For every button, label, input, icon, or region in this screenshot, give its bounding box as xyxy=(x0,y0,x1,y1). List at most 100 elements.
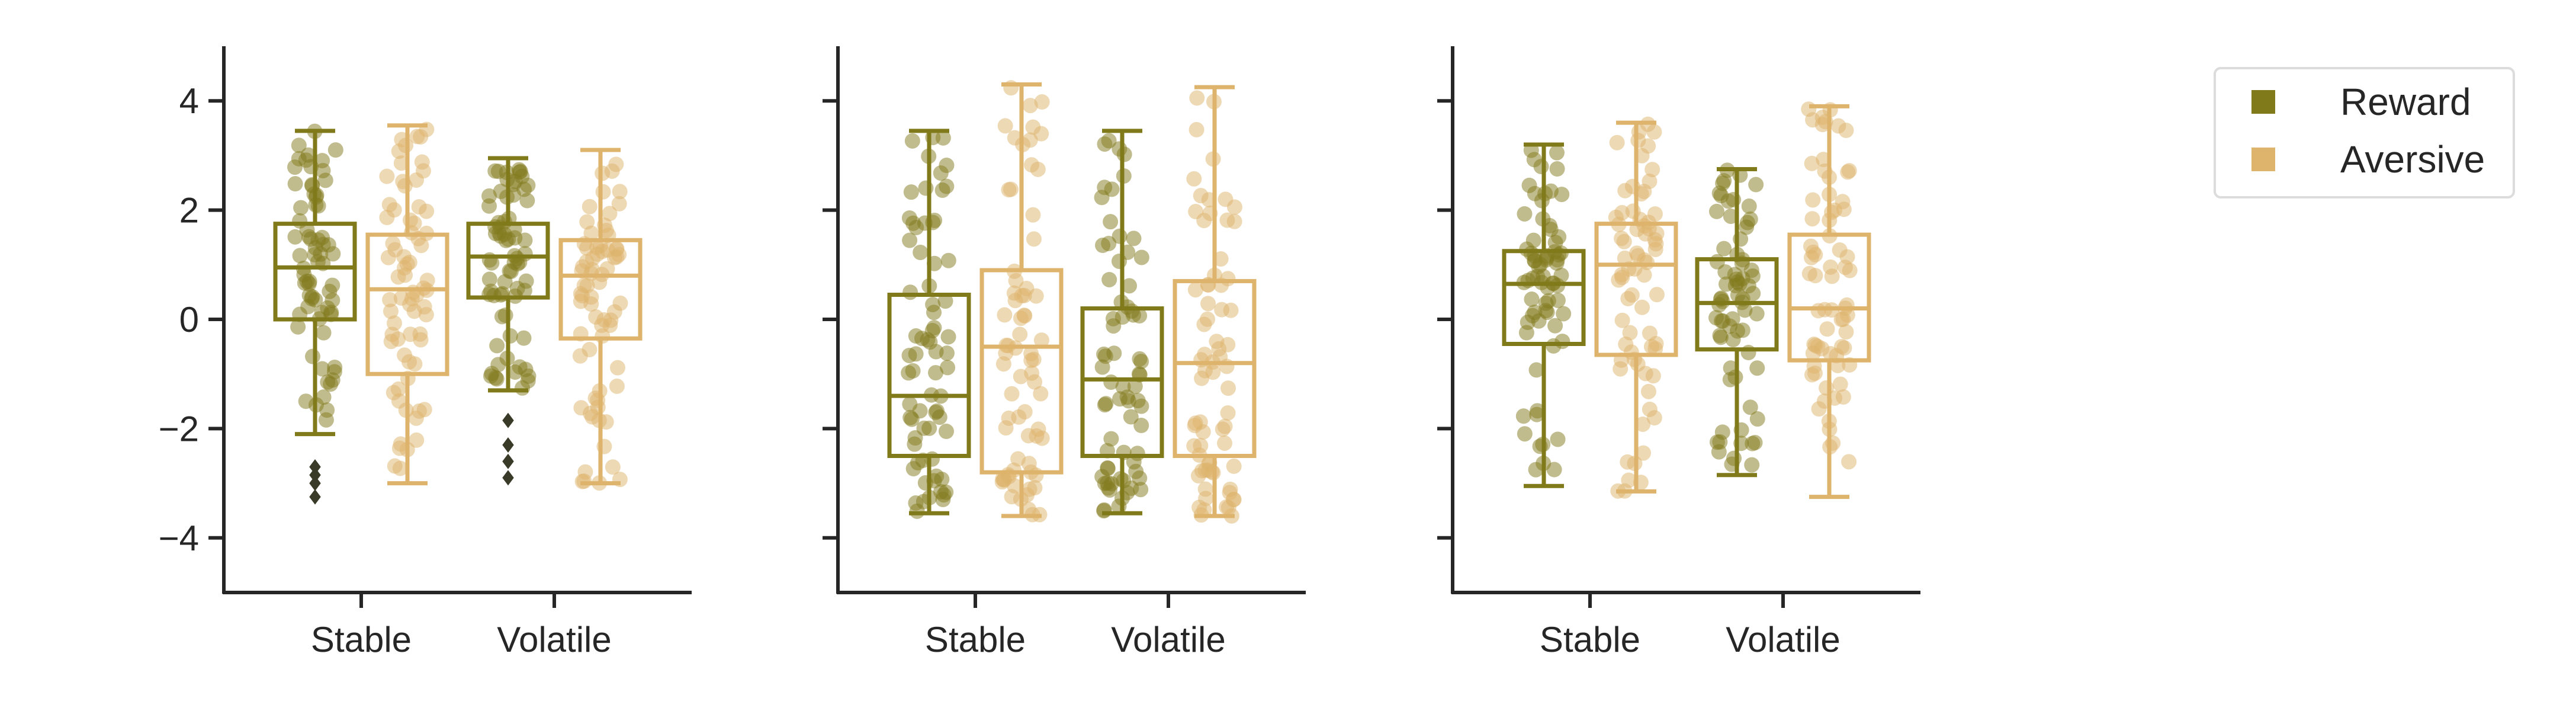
data-point xyxy=(1648,335,1664,351)
data-point xyxy=(1200,311,1216,327)
data-point xyxy=(1126,230,1142,246)
data-point xyxy=(1021,501,1037,517)
data-point xyxy=(414,154,430,170)
legend-label-aversive: Aversive xyxy=(2340,138,2485,181)
outlier-marker xyxy=(502,453,514,469)
data-point xyxy=(1804,211,1820,227)
data-point xyxy=(325,246,341,262)
box-aversive-volatile xyxy=(1787,101,1871,499)
box-aversive-stable xyxy=(1594,116,1678,499)
data-point xyxy=(1217,418,1233,434)
data-point xyxy=(1614,312,1630,328)
data-point xyxy=(1101,133,1117,149)
data-point xyxy=(926,320,942,336)
data-point xyxy=(327,142,343,158)
data-point xyxy=(1838,324,1854,340)
data-point xyxy=(304,348,320,364)
y-tick-label: 2 xyxy=(179,191,199,230)
outlier-marker xyxy=(309,489,321,505)
data-point xyxy=(1004,386,1020,402)
iqr-box xyxy=(1502,249,1586,346)
data-point xyxy=(611,196,627,212)
data-point xyxy=(1012,326,1028,342)
data-point xyxy=(1132,351,1148,367)
data-point xyxy=(493,183,509,199)
box-reward-stable xyxy=(1502,142,1586,488)
data-point xyxy=(1133,482,1149,498)
data-point xyxy=(498,232,514,248)
data-point xyxy=(903,184,919,200)
data-point xyxy=(1531,258,1547,274)
data-point xyxy=(516,330,532,346)
data-point xyxy=(292,213,308,229)
data-point xyxy=(287,229,303,245)
data-point xyxy=(310,232,326,248)
data-point xyxy=(1017,403,1033,419)
data-point xyxy=(304,289,320,305)
data-point xyxy=(995,356,1011,372)
data-point xyxy=(904,133,920,149)
data-point xyxy=(1743,262,1759,278)
box-aversive-stable xyxy=(365,121,449,486)
data-point xyxy=(1747,434,1763,450)
data-point xyxy=(1033,332,1049,348)
data-point xyxy=(481,188,497,204)
data-point xyxy=(612,295,628,311)
data-point xyxy=(1189,121,1205,137)
data-point xyxy=(1609,134,1625,150)
data-point xyxy=(1025,119,1041,135)
legend-swatch-aversive xyxy=(2251,148,2275,171)
data-point xyxy=(1225,492,1241,508)
data-point xyxy=(1025,207,1041,223)
data-point xyxy=(1616,233,1632,249)
data-point xyxy=(1617,182,1633,198)
data-point xyxy=(397,347,413,363)
data-point xyxy=(390,381,406,397)
strip-points xyxy=(1608,116,1665,499)
data-point xyxy=(1735,322,1750,338)
iqr-box xyxy=(466,222,550,300)
data-point xyxy=(584,409,600,425)
data-point xyxy=(1006,462,1022,478)
outlier-marker xyxy=(502,412,514,428)
panel-2: Stable Volatile xyxy=(823,46,1306,659)
data-point xyxy=(1197,481,1213,497)
data-point xyxy=(934,182,950,198)
data-point xyxy=(1186,171,1202,187)
data-point xyxy=(489,338,505,354)
data-point xyxy=(1811,401,1827,417)
data-point xyxy=(997,118,1013,134)
data-point xyxy=(494,309,510,325)
data-point xyxy=(379,168,395,184)
data-point xyxy=(1547,235,1563,251)
data-point xyxy=(1549,145,1565,161)
data-point xyxy=(1550,292,1566,308)
data-point xyxy=(1220,380,1236,396)
legend: Reward Aversive xyxy=(2214,67,2515,198)
data-point xyxy=(609,378,625,394)
data-point xyxy=(1004,489,1020,505)
data-point xyxy=(1200,296,1216,312)
data-point xyxy=(390,331,406,347)
data-point xyxy=(1219,212,1235,228)
data-point xyxy=(905,215,921,231)
data-point xyxy=(1625,203,1641,219)
data-point xyxy=(1013,369,1029,385)
data-point xyxy=(314,361,330,377)
data-point xyxy=(1119,389,1135,405)
panel-1: 4 2 0 −2 −4 Stable Volatile xyxy=(159,46,692,659)
data-point xyxy=(1713,329,1729,345)
data-point xyxy=(1708,310,1724,326)
data-point xyxy=(908,346,924,362)
data-point xyxy=(418,307,434,323)
data-point xyxy=(1547,318,1563,334)
data-point xyxy=(933,165,949,181)
data-point xyxy=(409,172,425,188)
data-point xyxy=(579,277,595,293)
outlier-marker xyxy=(309,467,321,483)
data-point xyxy=(1723,360,1739,376)
data-point xyxy=(1094,359,1110,375)
data-point xyxy=(1613,361,1629,377)
data-point xyxy=(299,273,315,289)
data-point xyxy=(387,242,403,258)
